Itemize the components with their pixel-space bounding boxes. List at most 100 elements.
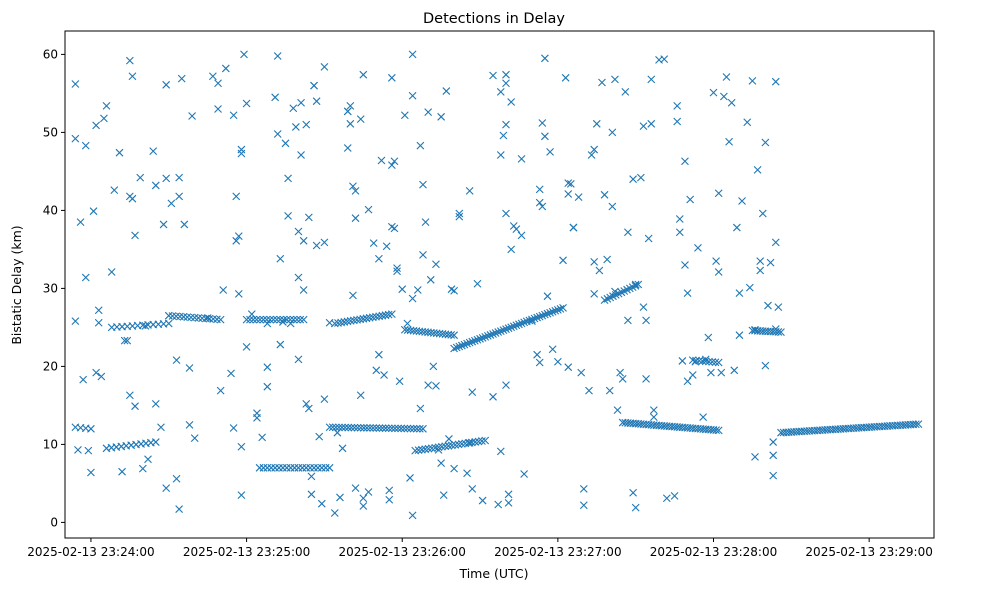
data-point (237, 491, 246, 499)
data-point (499, 326, 508, 334)
data-point (417, 445, 426, 454)
data-point (478, 437, 486, 445)
data-point (362, 314, 371, 323)
data-point (81, 273, 90, 282)
x-axis: 2025-02-13 23:24:00 2025-02-13 23:25:00 20… (27, 538, 933, 559)
data-point (366, 424, 374, 432)
data-point (624, 228, 632, 237)
data-point (302, 399, 311, 408)
data-point (533, 313, 542, 322)
data-point (281, 139, 290, 148)
data-point (564, 190, 573, 198)
data-point (541, 132, 549, 141)
data-point (141, 321, 150, 330)
data-point (71, 134, 80, 143)
data-point (293, 315, 301, 324)
data-point (297, 98, 305, 107)
data-point (636, 173, 645, 182)
data-point (356, 391, 365, 400)
data-point (419, 180, 427, 189)
data-point (282, 315, 291, 324)
data-point (476, 334, 484, 343)
data-point (385, 486, 394, 495)
data-point (128, 194, 137, 203)
data-point (470, 336, 479, 345)
data-point (408, 511, 417, 520)
data-point (92, 368, 101, 377)
data-point (535, 185, 544, 194)
data-point (157, 423, 165, 432)
x-tick-label: 2025-02-13 23:29:00 (805, 545, 932, 559)
data-point (634, 280, 643, 289)
data-point (387, 73, 396, 82)
data-point (551, 306, 560, 315)
data-point (642, 316, 650, 325)
data-point (587, 151, 596, 159)
x-axis-label: Time (UTC) (458, 566, 528, 581)
data-point (745, 283, 754, 292)
data-point (535, 358, 544, 367)
data-point (585, 386, 593, 395)
data-point (110, 186, 119, 195)
data-point (242, 343, 251, 351)
data-point (743, 118, 752, 127)
data-point (120, 336, 129, 345)
data-point (777, 328, 785, 336)
data-point (403, 424, 412, 433)
data-point (359, 502, 368, 510)
data-point (699, 413, 708, 421)
data-point (725, 137, 733, 146)
data-point (468, 337, 477, 346)
data-point (325, 423, 334, 432)
data-point (398, 285, 407, 294)
data-point (408, 50, 417, 59)
data-point (546, 148, 554, 156)
y-axis: 0 10 20 30 40 50 60 (43, 47, 65, 529)
data-point (758, 209, 767, 218)
data-point (234, 232, 243, 241)
data-point (273, 130, 282, 138)
data-point (489, 392, 497, 401)
data-point (276, 315, 285, 324)
data-point (698, 357, 707, 365)
data-point (574, 193, 583, 202)
data-point (408, 91, 417, 100)
data-point (307, 472, 316, 481)
data-point (368, 313, 377, 322)
data-point (714, 268, 723, 276)
data-point (432, 382, 440, 390)
data-point (455, 212, 464, 221)
data-point (89, 207, 98, 216)
data-point (442, 87, 451, 95)
data-point (647, 75, 656, 84)
data-point (237, 442, 246, 451)
data-point (317, 499, 326, 508)
data-point (276, 254, 285, 263)
data-point (496, 327, 505, 335)
data-point (349, 316, 358, 325)
data-point (445, 435, 453, 443)
data-point (76, 218, 85, 226)
data-point (914, 420, 923, 429)
data-point (751, 452, 759, 461)
data-point (216, 386, 225, 395)
data-point (761, 138, 770, 147)
data-point (595, 266, 604, 275)
data-point (175, 505, 184, 514)
data-point (84, 446, 93, 455)
data-point (307, 490, 316, 499)
data-point (151, 399, 160, 408)
data-point (662, 494, 671, 503)
data-point (474, 437, 483, 446)
data-point (394, 424, 402, 433)
data-point (125, 56, 134, 65)
data-point (151, 438, 160, 446)
data-point (315, 432, 324, 441)
data-point (249, 315, 258, 324)
data-point (294, 273, 303, 282)
data-point (701, 357, 710, 366)
data-point (221, 64, 230, 73)
data-point (167, 199, 176, 208)
data-point (460, 340, 469, 349)
data-point (118, 467, 126, 476)
